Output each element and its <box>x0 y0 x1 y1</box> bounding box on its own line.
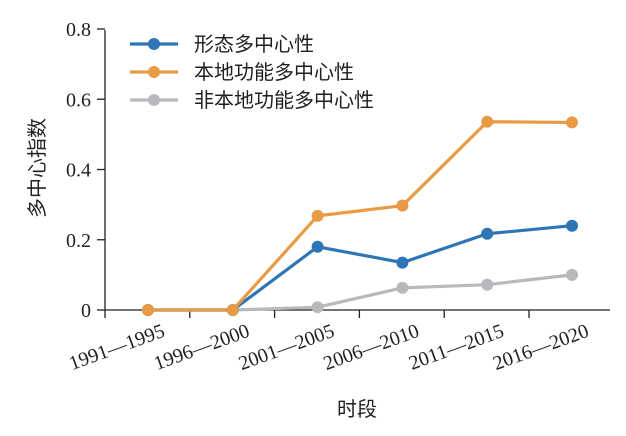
x-tick-label: 2011—2015 <box>406 320 507 375</box>
data-point <box>311 301 324 314</box>
legend-label: 本地功能多中心性 <box>194 60 354 84</box>
x-tick-label: 2016—2020 <box>490 320 591 375</box>
data-point <box>481 115 494 128</box>
data-point <box>481 278 494 291</box>
legend-marker <box>148 94 160 106</box>
data-point <box>396 256 409 269</box>
y-tick-label: 0.6 <box>66 89 91 111</box>
y-tick-label: 0 <box>81 300 91 322</box>
legend-label: 形态多中心性 <box>194 32 314 56</box>
legend-label: 非本地功能多中心性 <box>194 88 374 112</box>
data-point <box>566 219 578 232</box>
data-point <box>311 209 324 222</box>
x-axis-title: 时段 <box>337 397 377 421</box>
x-tick-label: 1996—2000 <box>151 320 252 375</box>
legend-marker <box>148 38 160 50</box>
series-line <box>148 120 573 312</box>
data-point <box>396 281 409 294</box>
x-tick-label: 2006—2010 <box>321 320 422 375</box>
data-point <box>396 199 409 212</box>
series-lines <box>148 120 573 312</box>
data-point <box>311 240 324 253</box>
y-axis-title: 多中心指数 <box>25 118 49 218</box>
x-tick-label: 1991—1995 <box>66 320 167 375</box>
series-line <box>148 273 573 312</box>
x-tick-label: 2001—2005 <box>236 320 337 375</box>
data-point <box>142 304 154 316</box>
legend-marker <box>148 66 160 78</box>
series-points <box>142 115 578 316</box>
y-tick-label: 0.4 <box>66 160 91 182</box>
data-point <box>566 268 578 281</box>
y-tick-label: 0.2 <box>66 230 91 252</box>
data-point <box>226 304 239 316</box>
data-point <box>566 116 578 129</box>
data-point <box>481 227 494 240</box>
y-tick-label: 0.8 <box>66 19 91 41</box>
